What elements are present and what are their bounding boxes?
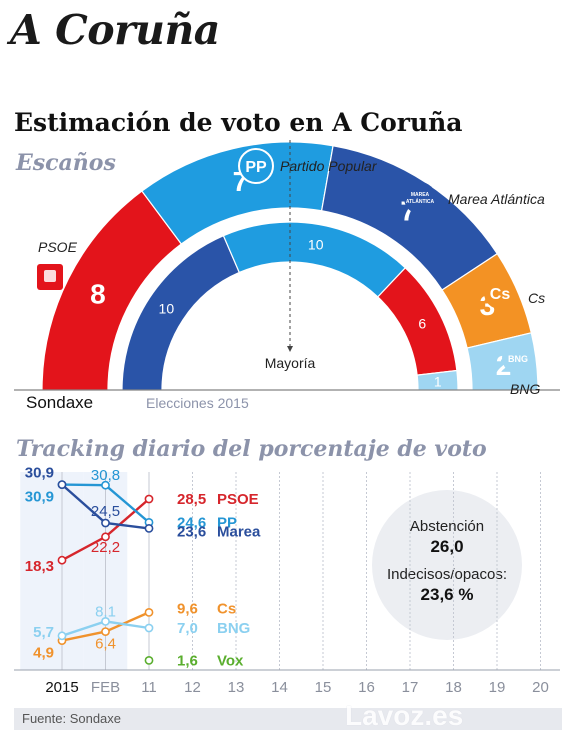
x-tick-label-0: 2015 xyxy=(45,679,78,696)
undecided-label: Indecisos/opacos: xyxy=(386,566,508,583)
party-label-bng: BNG xyxy=(510,381,540,397)
x-tick-label-9: 18 xyxy=(445,679,462,696)
value-label-marea-2: 23,6 xyxy=(177,523,206,540)
abstention-value: 26,0 xyxy=(430,537,464,556)
cs-logo-icon: Cs xyxy=(490,286,511,303)
party-label-pp: Partido Popular xyxy=(280,158,378,174)
abstention-label: Abstención xyxy=(409,518,485,535)
marea-logo-icon xyxy=(404,182,436,214)
sondaxe-value-psoe: 8 xyxy=(90,279,106,310)
series-marea: 30,9 24,5 23,6 Marea xyxy=(25,465,261,541)
party-label-cs: Cs xyxy=(528,290,545,306)
series-name-bng: BNG xyxy=(217,620,250,637)
elecciones-2015-value-marea-atlantica: 10 xyxy=(159,301,175,317)
bng-logo-icon: BNG xyxy=(508,354,528,364)
party-label-marea: Marea Atlántica xyxy=(448,191,545,207)
undecided-value: 23,6 % xyxy=(420,585,474,604)
elecciones-2015-seg-partido-popular xyxy=(222,221,407,298)
value-label-cs-2: 9,6 xyxy=(177,600,198,617)
series-name-marea: Marea xyxy=(217,523,261,540)
majority-label: Mayoría xyxy=(265,355,316,371)
point-marea-2 xyxy=(144,524,154,533)
point-cs-2 xyxy=(144,607,154,617)
x-tick-label-2: 11 xyxy=(141,679,157,696)
footer-source: Fuente: Sondaxe xyxy=(22,711,122,726)
series-psoe: 18,3 22,2 28,5 PSOE xyxy=(25,491,259,575)
series-name-pp: PP xyxy=(217,514,237,531)
x-tick-label-7: 16 xyxy=(358,679,375,696)
x-tick-label-10: 19 xyxy=(489,679,506,696)
value-label-bng-2: 7,0 xyxy=(177,620,198,637)
point-bng-2 xyxy=(144,623,154,633)
point-marea-0 xyxy=(57,480,67,489)
point-marea-1 xyxy=(101,518,110,528)
x-tick-label-5: 14 xyxy=(271,679,288,696)
series-bng: 5,7 8,1 7,0 BNG xyxy=(33,603,250,640)
x-tick-label-8: 17 xyxy=(402,679,419,696)
party-label-psoe: PSOE xyxy=(38,239,78,255)
value-label-cs-0: 4,9 xyxy=(33,645,54,662)
point-cs-1 xyxy=(101,627,110,636)
point-pp-1 xyxy=(101,480,110,490)
marea-logo-icon: MAREA xyxy=(411,192,430,198)
elecciones-2015-ring: 10 10 6 1 xyxy=(121,221,459,391)
series-pp: 30,9 30,8 24,6 PP xyxy=(25,467,237,531)
bng-logo-icon xyxy=(502,342,534,374)
elecciones-2015-value-psoe: 6 xyxy=(418,316,426,332)
point-bng-1 xyxy=(101,616,110,626)
x-tick-label-4: 13 xyxy=(228,679,245,696)
psoe-logo-icon xyxy=(44,270,56,282)
value-label-pp-1: 30,8 xyxy=(91,467,120,484)
cs-logo-icon xyxy=(484,277,516,309)
value-label-psoe-0: 18,3 xyxy=(25,558,54,575)
point-psoe-2 xyxy=(144,494,154,504)
point-psoe-1 xyxy=(101,532,110,542)
series-vox: 1,6 Vox xyxy=(144,652,244,669)
seats-source-label: Sondaxe xyxy=(26,393,93,412)
series-name-cs: Cs xyxy=(217,600,236,617)
elecciones-2015-value-bng: 1 xyxy=(434,373,442,389)
seats-section-label: Escaños xyxy=(16,150,116,176)
footer-brand-logo: Lavoz.es xyxy=(345,700,464,731)
value-label-psoe-1: 22,2 xyxy=(91,539,120,556)
series-name-psoe: PSOE xyxy=(217,491,259,508)
value-label-psoe-2: 28,5 xyxy=(177,491,206,508)
pp-logo-icon: PP xyxy=(245,159,267,176)
marea-logo-icon: ATLÁNTICA xyxy=(406,198,435,205)
tracking-chart: 2015 FEB 11 12 13 14 15 16 17 18 19 20 18,3 22,2 28,5 P… xyxy=(14,465,560,696)
x-tick-label-1: FEB xyxy=(91,679,120,696)
elecciones-2015-value-partido-popular: 10 xyxy=(308,236,324,252)
value-label-pp-0: 30,9 xyxy=(25,489,54,506)
value-label-bng-1: 8,1 xyxy=(95,603,116,620)
x-tick-label-6: 15 xyxy=(315,679,332,696)
x-tick-label-3: 12 xyxy=(184,679,201,696)
value-label-marea-0: 30,9 xyxy=(25,465,54,482)
page-title: A Coruña xyxy=(10,6,220,54)
point-psoe-0 xyxy=(57,555,67,565)
tracking-section-label: Tracking diario del porcentaje de voto xyxy=(16,436,487,462)
value-label-vox-0: 1,6 xyxy=(177,652,198,669)
point-bng-0 xyxy=(57,631,67,641)
psoe-logo-icon xyxy=(37,264,63,290)
series-name-vox: Vox xyxy=(217,652,244,669)
point-vox-0 xyxy=(144,655,154,665)
seats-election-label: Elecciones 2015 xyxy=(146,395,249,411)
value-label-cs-1: 6,4 xyxy=(95,636,116,653)
x-tick-label-11: 20 xyxy=(532,679,549,696)
majority-arrow xyxy=(287,346,293,352)
value-label-bng-0: 5,7 xyxy=(33,624,54,641)
pp-logo-icon xyxy=(238,148,274,184)
value-label-marea-1: 24,5 xyxy=(91,503,120,520)
footer-bar xyxy=(14,708,562,730)
chart-title: Estimación de voto en A Coruña xyxy=(14,108,463,137)
col-shade-0 xyxy=(20,472,84,670)
value-label-pp-2: 24,6 xyxy=(177,514,206,531)
